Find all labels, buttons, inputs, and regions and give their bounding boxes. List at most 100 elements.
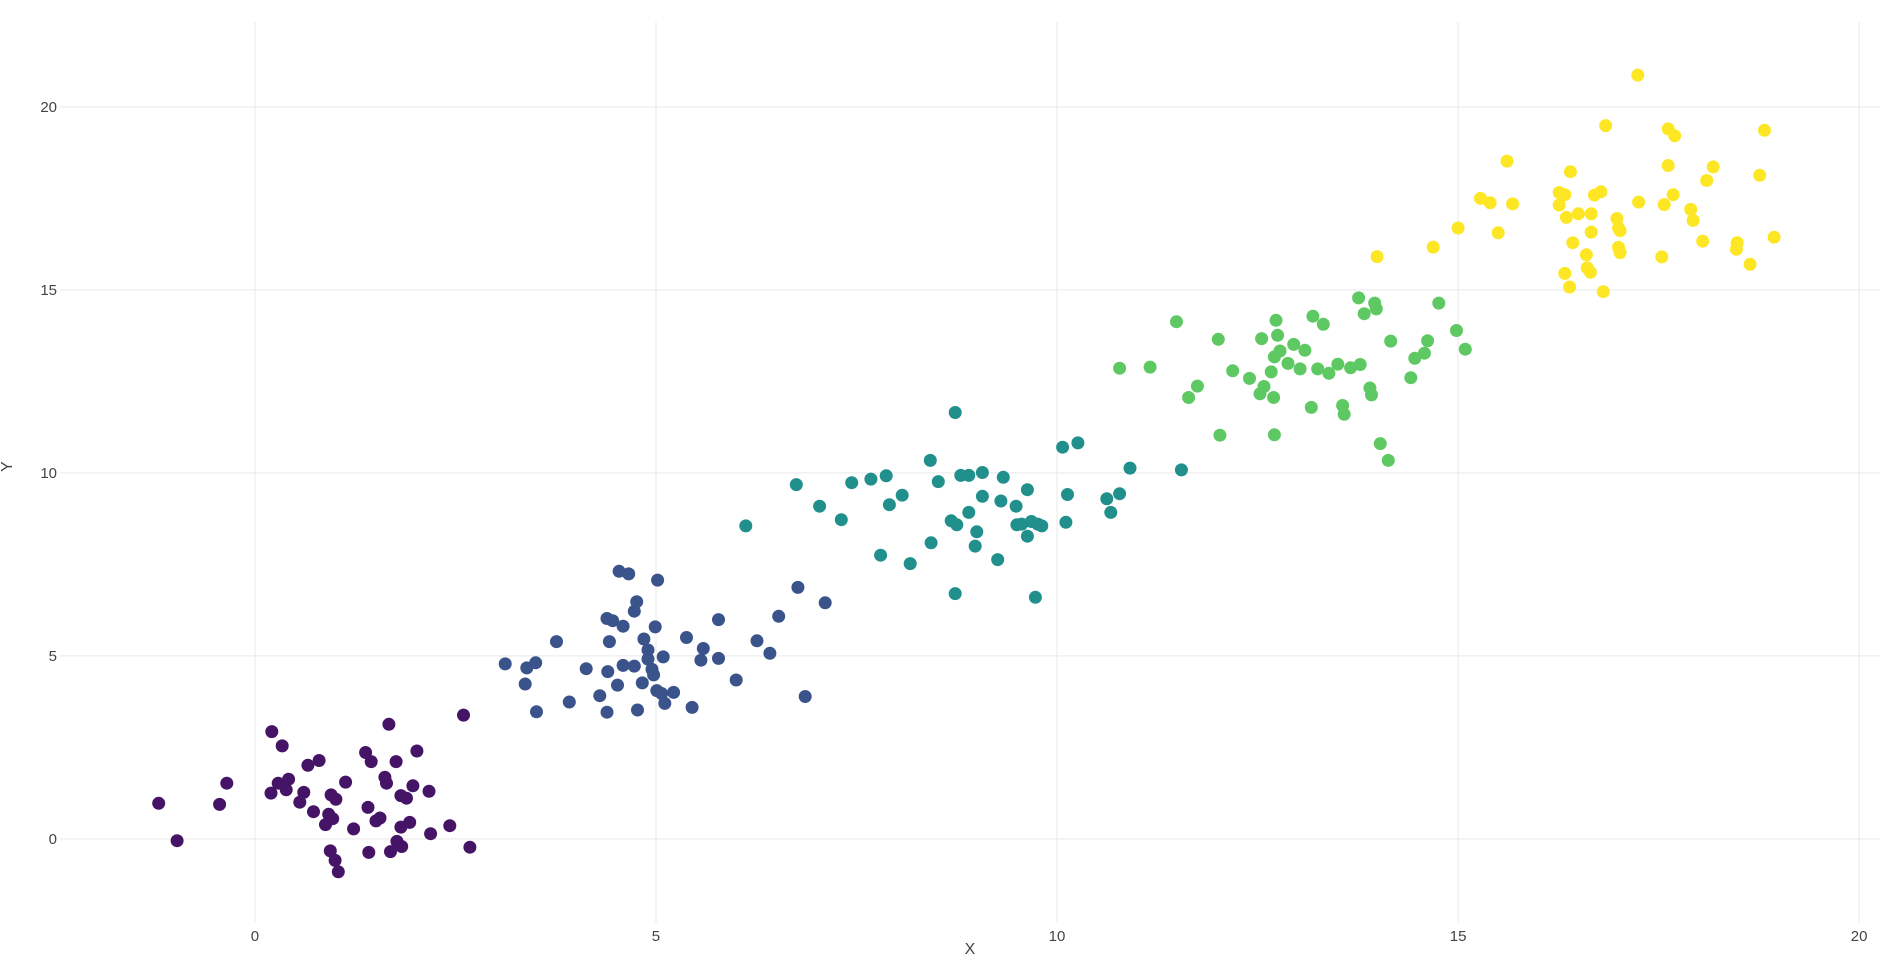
data-point	[1404, 371, 1418, 385]
data-point	[616, 619, 630, 633]
data-point	[1729, 242, 1743, 256]
data-point	[924, 536, 938, 550]
x-axis-title: X	[964, 941, 976, 958]
data-point	[882, 498, 896, 512]
data-point	[264, 786, 278, 800]
data-point	[962, 468, 976, 482]
data-point	[1182, 391, 1196, 404]
data-point	[384, 845, 397, 859]
data-point	[647, 668, 661, 682]
data-point	[422, 784, 436, 798]
data-point	[1583, 265, 1597, 279]
data-point	[1322, 366, 1336, 380]
data-point	[282, 772, 296, 786]
data-point	[1190, 379, 1204, 393]
data-point	[1552, 198, 1566, 212]
data-point	[1061, 488, 1074, 501]
data-point	[1426, 240, 1440, 254]
data-point	[1613, 246, 1627, 260]
data-point	[1696, 234, 1710, 248]
data-point	[1243, 371, 1256, 385]
data-point	[312, 754, 326, 767]
data-point	[1267, 428, 1281, 442]
data-point	[1668, 129, 1682, 143]
data-point	[991, 553, 1005, 567]
data-point	[962, 505, 976, 519]
data-point	[389, 755, 403, 769]
data-point	[1213, 428, 1227, 442]
data-point	[1352, 291, 1366, 305]
data-point	[772, 609, 786, 623]
data-point	[1706, 160, 1720, 174]
data-point	[651, 573, 665, 587]
y-tick-label: 10	[40, 465, 57, 482]
data-point	[1316, 317, 1330, 331]
data-point	[658, 696, 672, 710]
data-point	[1304, 400, 1318, 414]
data-point	[1686, 213, 1700, 227]
data-point	[1700, 174, 1714, 187]
data-point	[602, 635, 616, 649]
y-axis-title: Y	[0, 461, 16, 472]
data-point	[443, 819, 457, 833]
data-point	[923, 453, 937, 467]
data-point	[1458, 342, 1472, 356]
data-point	[297, 785, 311, 799]
data-point	[874, 548, 888, 562]
data-point	[879, 469, 893, 483]
data-point	[1767, 230, 1781, 244]
data-point	[1408, 351, 1422, 365]
data-point	[1558, 266, 1572, 280]
data-point	[498, 657, 512, 671]
series-cluster-green	[1113, 291, 1472, 467]
data-point	[739, 519, 753, 533]
data-point	[1661, 159, 1675, 172]
data-point	[818, 596, 832, 610]
data-point	[1337, 407, 1351, 421]
data-point	[1035, 519, 1049, 533]
data-point	[1020, 483, 1034, 497]
data-point	[627, 604, 641, 618]
data-point	[1298, 343, 1312, 357]
data-point	[1684, 202, 1698, 216]
data-point	[307, 805, 320, 819]
data-point	[1579, 248, 1593, 262]
data-point	[1373, 437, 1387, 451]
data-point	[1421, 334, 1435, 348]
data-point	[1211, 332, 1225, 346]
x-tick-label: 5	[652, 928, 660, 945]
data-point	[361, 800, 375, 814]
data-point	[641, 643, 655, 657]
data-point	[380, 776, 393, 790]
data-point	[1123, 461, 1137, 475]
data-point	[1584, 225, 1598, 239]
data-point	[994, 494, 1008, 508]
data-point	[667, 685, 681, 699]
data-point	[1113, 487, 1127, 501]
data-point	[1584, 207, 1598, 221]
data-point	[410, 744, 424, 758]
data-point	[1226, 364, 1240, 378]
x-tick-label: 10	[1049, 928, 1066, 945]
data-point	[1306, 309, 1320, 323]
data-point	[813, 499, 827, 513]
data-point	[950, 518, 964, 532]
data-point	[895, 488, 909, 502]
data-point	[1758, 123, 1771, 137]
data-point	[1253, 387, 1267, 401]
data-point	[1170, 315, 1183, 329]
y-tick-label: 20	[40, 99, 57, 116]
data-point	[1365, 388, 1378, 402]
data-point	[331, 865, 345, 879]
data-point	[457, 708, 470, 722]
data-point	[1020, 529, 1034, 543]
data-point	[1631, 68, 1645, 82]
data-point	[1071, 436, 1085, 450]
data-point	[1632, 195, 1646, 209]
data-point	[170, 834, 184, 848]
data-point	[373, 811, 387, 825]
data-point	[1483, 196, 1497, 210]
data-point	[622, 567, 636, 581]
